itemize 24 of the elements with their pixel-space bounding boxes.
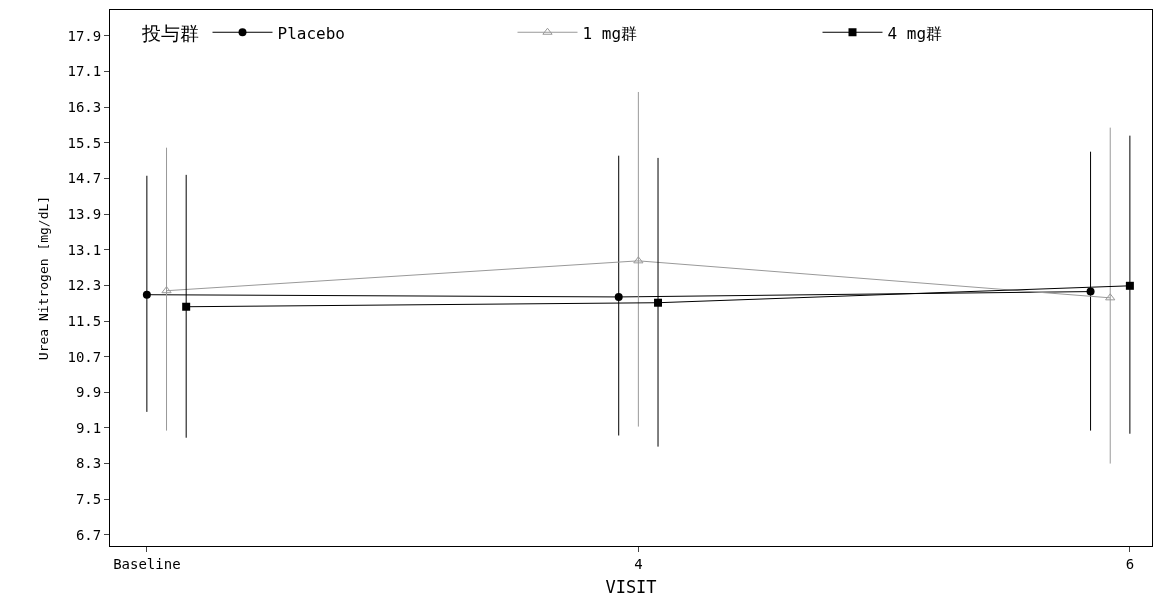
y-tick-label: 16.3 <box>67 99 102 116</box>
x-tick-label: Baseline <box>113 555 181 572</box>
x-tick-label: 4 <box>634 555 643 572</box>
y-tick-label: 8.3 <box>75 455 102 472</box>
y-tick-label: 17.9 <box>67 27 102 44</box>
x-axis-title: VISIT <box>605 577 657 598</box>
x-tick-label: 6 <box>1125 555 1135 572</box>
y-tick-label: 15.5 <box>67 134 102 151</box>
y-tick-label: 9.1 <box>75 419 102 436</box>
y-tick-label: 12.3 <box>67 277 102 294</box>
y-tick-label: 7.5 <box>75 491 102 508</box>
y-tick-label: 17.1 <box>67 63 102 80</box>
legend-label: 1 mg群 <box>582 23 638 43</box>
y-axis-title: Urea Nitrogen [mg/dL] <box>36 195 52 361</box>
legend-label: 4 mg群 <box>887 23 943 43</box>
y-tick-label: 9.9 <box>75 384 102 401</box>
legend-label: Placebo <box>277 23 345 43</box>
y-tick-label: 11.5 <box>67 312 102 329</box>
y-tick-label: 13.1 <box>67 241 102 258</box>
y-tick-label: 13.9 <box>67 205 102 222</box>
y-tick-label: 6.7 <box>75 526 102 543</box>
legend-title: 投与群 <box>140 22 199 45</box>
y-tick-label: 14.7 <box>67 170 102 187</box>
y-tick-label: 10.7 <box>67 348 102 365</box>
